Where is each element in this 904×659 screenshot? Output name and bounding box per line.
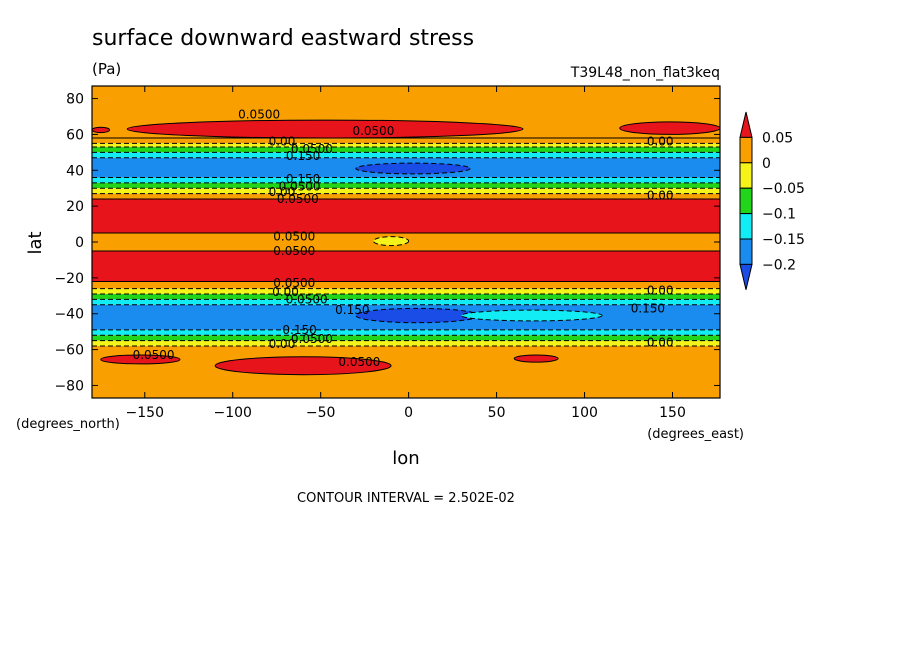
contour-label-3: 0.0500 [291, 142, 333, 156]
y-tick-label-8: 80 [66, 92, 84, 108]
x-tick-label-1: −100 [214, 405, 252, 421]
band-21 [92, 346, 720, 398]
y-axis: −80 −60 −40 −20 0 20 40 60 80 [54, 92, 720, 394]
contour-label-14: 0.00 [272, 285, 299, 299]
colorbar-segment-2 [739, 162, 753, 189]
band-14 [92, 288, 720, 294]
y-tick-label-0: −80 [54, 378, 84, 394]
band-7 [92, 182, 720, 189]
contour-label-6: 0.150 [286, 172, 320, 186]
band-2 [92, 143, 720, 147]
colorbar-segment-5 [739, 238, 753, 265]
contour-label-20: 0.0500 [291, 332, 333, 346]
colorbar-label-2: −0.05 [762, 181, 805, 197]
colorbar-label-1: 0 [762, 156, 771, 172]
contour-label-8: 0.00 [269, 185, 296, 199]
contour-label-21: 0.00 [269, 337, 296, 351]
colorbar-label-3: −0.1 [762, 207, 796, 223]
colorbar-label-0: 0.05 [762, 130, 793, 146]
band-1 [92, 138, 720, 144]
contour-label-0: 0.0500 [238, 108, 280, 122]
x-tick-label-2: −50 [306, 405, 336, 421]
contour-labels: 0.05000.05000.000.05000.1500.000.1500.05… [133, 108, 674, 369]
patch-2 [92, 126, 111, 134]
y-tick-label-2: −40 [54, 307, 84, 323]
chart-subtitle: (Pa) [92, 60, 121, 78]
x-tick-label-0: −150 [126, 405, 164, 421]
y-tick-label-1: −60 [54, 343, 84, 359]
contour-label-1: 0.0500 [352, 124, 394, 138]
patch-3 [355, 162, 471, 175]
patch-7 [100, 354, 181, 365]
x-tick-label-4: 50 [488, 405, 506, 421]
contour-label-23: 0.0500 [133, 348, 175, 362]
y-axis-label: lat [25, 231, 46, 254]
contour-label-2: 0.00 [269, 135, 296, 149]
y-tick-label-7: 60 [66, 127, 84, 143]
contour-label-10: 0.00 [647, 188, 674, 202]
x-tick-label-6: 150 [659, 405, 686, 421]
y-tick-label-5: 20 [66, 199, 84, 215]
band-16 [92, 299, 720, 305]
contour-lines [92, 137, 720, 347]
contour-label-17: 0.150 [631, 301, 665, 315]
band-19 [92, 335, 720, 341]
band-10 [92, 198, 720, 234]
colorbar-label-4: −0.15 [762, 232, 805, 248]
contour-label-19: 0.150 [282, 323, 316, 337]
band-20 [92, 340, 720, 346]
y-tick-label-6: 40 [66, 163, 84, 179]
contour-label-4: 0.150 [286, 149, 320, 163]
band-3 [92, 146, 720, 153]
contour-label-13: 0.0500 [273, 276, 315, 290]
patch-6 [460, 309, 603, 322]
patch-4 [372, 236, 410, 247]
band-6 [92, 177, 720, 183]
contour-label-24: 0.0500 [338, 355, 380, 369]
colorbar-label-5: −0.2 [762, 257, 796, 273]
patch-8 [214, 356, 392, 376]
y-unit-label: (degrees_north) [16, 417, 120, 432]
contour-label-7: 0.0500 [279, 179, 321, 193]
colorbar-segment-6 [739, 263, 753, 290]
plot-area [92, 86, 720, 398]
patch-0 [126, 119, 524, 139]
band-12 [92, 250, 720, 282]
patch-9 [513, 354, 559, 363]
colorbar: 0.05 0 −0.05 −0.1 −0.15 −0.2 [739, 111, 805, 290]
contour-label-11: 0.0500 [273, 230, 315, 244]
band-4 [92, 152, 720, 158]
patch-5 [355, 307, 480, 324]
contour-label-5: 0.00 [647, 135, 674, 149]
contour-label-9: 0.0500 [277, 192, 319, 206]
x-unit-label: (degrees_east) [647, 427, 744, 442]
contour-label-22: 0.00 [647, 335, 674, 349]
contour-label-16: 0.150 [335, 303, 369, 317]
x-tick-label-3: 0 [404, 405, 413, 421]
band-18 [92, 329, 720, 336]
colorbar-segment-1 [739, 136, 753, 164]
y-tick-label-3: −20 [54, 271, 84, 287]
contour-label-18: 0.00 [647, 283, 674, 297]
band-8 [92, 188, 720, 194]
colorbar-segment-4 [739, 213, 753, 240]
x-tick-label-5: 100 [571, 405, 598, 421]
y-tick-label-4: 0 [75, 235, 84, 251]
contour-label-15: 0.0500 [286, 292, 328, 306]
contour-label-12: 0.0500 [273, 244, 315, 258]
band-9 [92, 193, 720, 199]
patch-1 [619, 121, 720, 135]
run-label: T39L48_non_flat3keq [570, 65, 720, 81]
colorbar-segment-0 [739, 111, 753, 138]
chart-title: surface downward eastward stress [92, 26, 474, 51]
x-axis-label: lon [392, 448, 419, 469]
colorbar-segment-3 [739, 187, 753, 215]
band-13 [92, 281, 720, 289]
x-axis: −150 −100 −50 0 50 100 150 [126, 86, 686, 421]
contour-interval-note: CONTOUR INTERVAL = 2.502E-02 [297, 491, 515, 506]
band-15 [92, 294, 720, 300]
